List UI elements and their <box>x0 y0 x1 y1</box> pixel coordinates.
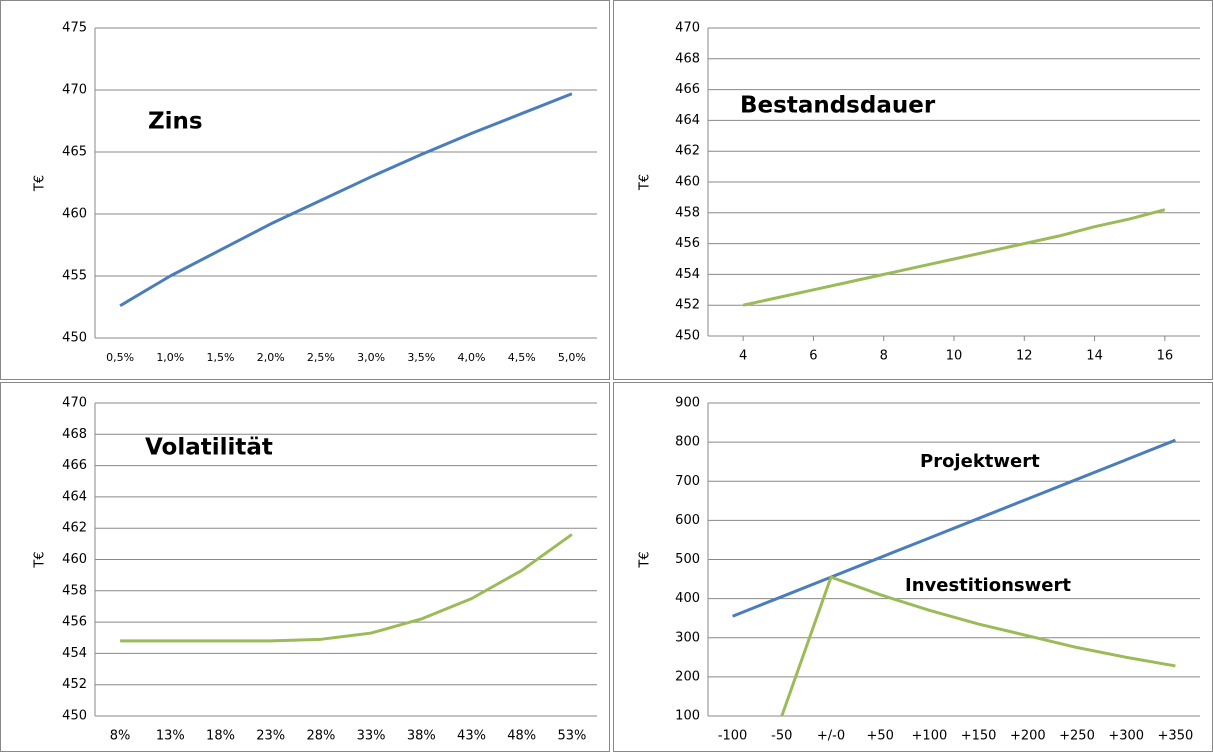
x-tick-label: +150 <box>961 729 997 744</box>
x-tick-label: 2,0% <box>257 351 285 364</box>
y-axis-label: T€ <box>638 551 653 568</box>
annotation: Bestandsdauer <box>740 93 936 119</box>
x-tick-label: 23% <box>256 729 285 744</box>
x-tick-label: 16 <box>1157 349 1174 364</box>
y-tick-label: 456 <box>675 236 700 251</box>
y-tick-label: 100 <box>675 709 700 724</box>
y-tick-label: 452 <box>62 677 87 692</box>
panel-border <box>613 382 1213 752</box>
x-tick-label: 8 <box>880 349 888 364</box>
x-tick-label: +200 <box>1010 729 1046 744</box>
y-tick-label: 450 <box>675 329 700 344</box>
y-axis-label: T€ <box>638 174 653 191</box>
x-tick-label: +250 <box>1059 729 1095 744</box>
y-tick-label: 200 <box>675 669 700 684</box>
x-tick-label: 8% <box>110 729 131 744</box>
line-series <box>732 438 1176 618</box>
y-tick-label: 468 <box>62 427 87 442</box>
y-tick-label: 462 <box>675 144 700 159</box>
x-tick-label: 18% <box>206 729 235 744</box>
line-series <box>780 575 1176 717</box>
x-tick-label: -50 <box>771 729 792 744</box>
y-tick-label: 462 <box>62 521 87 536</box>
x-tick-label: 13% <box>156 729 185 744</box>
x-tick-label: 10 <box>946 349 963 364</box>
x-tick-label: +100 <box>912 729 948 744</box>
y-tick-label: 470 <box>62 83 87 98</box>
annotation: Volatilität <box>145 435 273 461</box>
x-tick-label: 1,0% <box>156 351 184 364</box>
x-tick-label: 12 <box>1016 349 1033 364</box>
x-tick-label: 48% <box>507 729 536 744</box>
panel-border <box>0 0 610 380</box>
line-series <box>120 533 573 643</box>
y-tick-label: 452 <box>675 298 700 313</box>
y-tick-label: 464 <box>62 489 87 504</box>
x-tick-label: 43% <box>457 729 486 744</box>
y-tick-label: 466 <box>62 458 87 473</box>
x-tick-label: +50 <box>866 729 893 744</box>
y-tick-label: 470 <box>62 396 87 411</box>
y-tick-label: 468 <box>675 51 700 66</box>
y-tick-label: 458 <box>62 583 87 598</box>
line-series <box>742 208 1166 307</box>
y-tick-label: 475 <box>62 21 87 36</box>
y-tick-label: 456 <box>62 615 87 630</box>
x-tick-label: 38% <box>407 729 436 744</box>
x-tick-label: 28% <box>306 729 335 744</box>
y-axis-label: T€ <box>33 551 48 568</box>
x-tick-label: 6 <box>809 349 817 364</box>
y-tick-label: 700 <box>675 474 700 489</box>
series-label: Investitionswert <box>905 575 1071 596</box>
y-tick-label: 460 <box>62 207 87 222</box>
x-tick-label: 4 <box>739 349 747 364</box>
y-tick-label: 464 <box>675 113 700 128</box>
y-tick-label: 400 <box>675 591 700 606</box>
y-tick-label: 900 <box>675 396 700 411</box>
panel-border <box>613 0 1213 380</box>
x-tick-label: 1,5% <box>207 351 235 364</box>
x-tick-label: 4,5% <box>508 351 536 364</box>
x-tick-label: -100 <box>718 729 748 744</box>
x-tick-label: 3,5% <box>407 351 435 364</box>
x-tick-label: 4,0% <box>458 351 486 364</box>
y-tick-label: 458 <box>675 205 700 220</box>
y-tick-label: 450 <box>62 709 87 724</box>
x-tick-label: +300 <box>1108 729 1144 744</box>
y-tick-label: 460 <box>675 175 700 190</box>
line-series <box>119 92 573 308</box>
y-tick-label: 450 <box>62 331 87 346</box>
y-tick-label: 466 <box>675 82 700 97</box>
y-tick-label: 500 <box>675 552 700 567</box>
y-tick-label: 300 <box>675 630 700 645</box>
panel-border <box>0 382 610 752</box>
y-tick-label: 454 <box>62 646 87 661</box>
series-label: Projektwert <box>920 451 1040 472</box>
y-tick-label: 470 <box>675 21 700 36</box>
y-tick-label: 455 <box>62 269 87 284</box>
x-tick-label: 0,5% <box>106 351 134 364</box>
x-tick-label: +350 <box>1158 729 1194 744</box>
y-axis-label: T€ <box>33 175 48 192</box>
x-tick-label: +/-0 <box>817 729 845 744</box>
annotation: Zins <box>148 109 203 135</box>
x-tick-label: 3,0% <box>357 351 385 364</box>
x-tick-label: 33% <box>357 729 386 744</box>
y-tick-label: 454 <box>675 267 700 282</box>
y-tick-label: 800 <box>675 435 700 450</box>
y-tick-label: 465 <box>62 145 87 160</box>
y-tick-label: 600 <box>675 513 700 528</box>
x-tick-label: 2,5% <box>307 351 335 364</box>
x-tick-label: 5,0% <box>558 351 586 364</box>
x-tick-label: 14 <box>1086 349 1103 364</box>
x-tick-label: 53% <box>557 729 586 744</box>
y-tick-label: 460 <box>62 552 87 567</box>
